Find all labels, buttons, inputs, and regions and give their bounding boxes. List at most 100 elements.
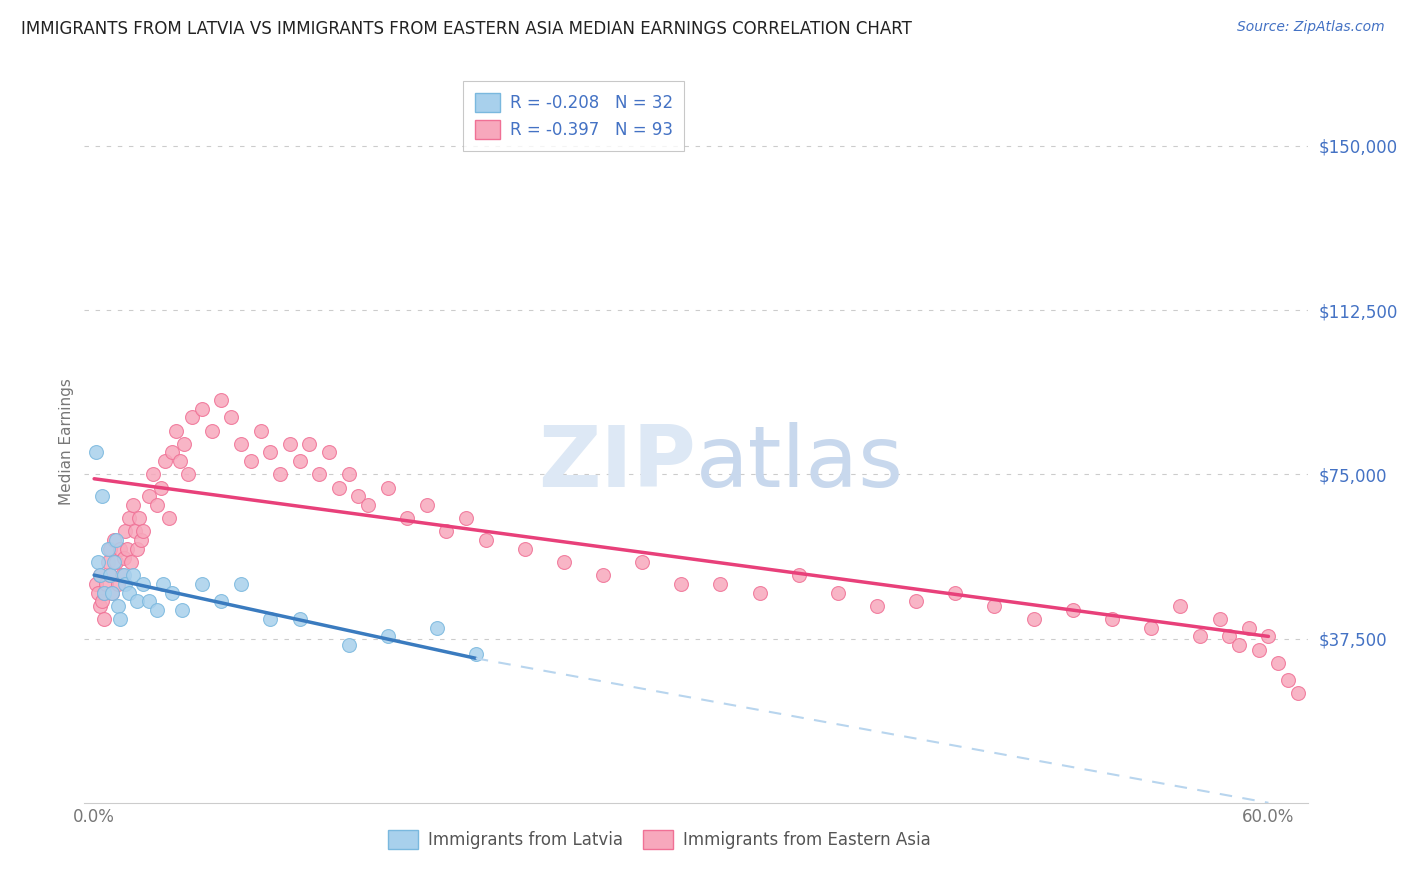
- Point: [152, 577, 174, 591]
- Point: [87, 585, 110, 599]
- Point: [1208, 612, 1230, 626]
- Point: [298, 436, 321, 450]
- Text: ZIP: ZIP: [538, 422, 696, 505]
- Point: [337, 638, 360, 652]
- Point: [128, 511, 150, 525]
- Point: [1277, 673, 1299, 688]
- Point: [103, 555, 125, 569]
- Point: [129, 533, 152, 547]
- Point: [138, 594, 160, 608]
- Point: [1062, 603, 1084, 617]
- Point: [84, 577, 107, 591]
- Point: [513, 541, 536, 556]
- Point: [84, 445, 107, 459]
- Point: [132, 577, 155, 591]
- Point: [308, 467, 330, 482]
- Point: [93, 585, 115, 599]
- Point: [107, 599, 129, 613]
- Point: [110, 568, 132, 582]
- Point: [328, 481, 350, 495]
- Point: [288, 612, 311, 626]
- Point: [104, 555, 127, 569]
- Point: [426, 621, 449, 635]
- Point: [104, 533, 127, 547]
- Point: [278, 436, 301, 450]
- Point: [132, 524, 155, 539]
- Text: IMMIGRANTS FROM LATVIA VS IMMIGRANTS FROM EASTERN ASIA MEDIAN EARNINGS CORRELATI: IMMIGRANTS FROM LATVIA VS IMMIGRANTS FRO…: [21, 20, 912, 37]
- Point: [103, 533, 125, 547]
- Point: [827, 585, 849, 599]
- Point: [94, 577, 117, 591]
- Point: [98, 568, 121, 582]
- Point: [124, 524, 146, 539]
- Point: [1022, 612, 1045, 626]
- Point: [89, 599, 111, 613]
- Point: [377, 481, 399, 495]
- Point: [1101, 612, 1123, 626]
- Point: [229, 577, 252, 591]
- Point: [118, 585, 141, 599]
- Point: [553, 555, 575, 569]
- Point: [1247, 642, 1270, 657]
- Point: [118, 511, 141, 525]
- Point: [138, 489, 160, 503]
- Point: [157, 511, 180, 525]
- Point: [866, 599, 889, 613]
- Point: [709, 577, 731, 591]
- Point: [249, 424, 271, 438]
- Point: [983, 599, 1005, 613]
- Point: [943, 585, 966, 599]
- Point: [592, 568, 614, 582]
- Point: [120, 555, 142, 569]
- Legend: Immigrants from Latvia, Immigrants from Eastern Asia: Immigrants from Latvia, Immigrants from …: [381, 823, 938, 856]
- Point: [396, 511, 419, 525]
- Text: Source: ZipAtlas.com: Source: ZipAtlas.com: [1237, 20, 1385, 34]
- Text: atlas: atlas: [696, 422, 904, 505]
- Point: [114, 524, 136, 539]
- Point: [269, 467, 291, 482]
- Point: [209, 392, 232, 407]
- Point: [436, 524, 458, 539]
- Point: [122, 568, 145, 582]
- Point: [146, 603, 169, 617]
- Point: [1267, 656, 1289, 670]
- Point: [191, 577, 214, 591]
- Point: [169, 454, 191, 468]
- Point: [172, 603, 194, 617]
- Point: [671, 577, 693, 591]
- Point: [112, 568, 135, 582]
- Point: [1286, 686, 1309, 700]
- Point: [108, 612, 131, 626]
- Y-axis label: Median Earnings: Median Earnings: [59, 378, 75, 505]
- Point: [357, 498, 380, 512]
- Point: [117, 541, 139, 556]
- Point: [100, 585, 122, 599]
- Point: [162, 585, 184, 599]
- Point: [87, 555, 110, 569]
- Point: [142, 467, 165, 482]
- Point: [229, 436, 252, 450]
- Point: [181, 410, 204, 425]
- Point: [127, 541, 149, 556]
- Point: [1140, 621, 1163, 635]
- Point: [1188, 629, 1211, 643]
- Point: [259, 612, 281, 626]
- Point: [153, 454, 176, 468]
- Point: [91, 489, 114, 503]
- Point: [1170, 599, 1192, 613]
- Point: [209, 594, 232, 608]
- Point: [1227, 638, 1250, 652]
- Point: [1257, 629, 1279, 643]
- Point: [98, 568, 121, 582]
- Point: [416, 498, 439, 512]
- Point: [464, 647, 486, 661]
- Point: [97, 541, 120, 556]
- Point: [787, 568, 810, 582]
- Point: [454, 511, 477, 525]
- Point: [91, 594, 114, 608]
- Point: [93, 585, 115, 599]
- Point: [318, 445, 340, 459]
- Point: [219, 410, 242, 425]
- Point: [259, 445, 281, 459]
- Point: [377, 629, 399, 643]
